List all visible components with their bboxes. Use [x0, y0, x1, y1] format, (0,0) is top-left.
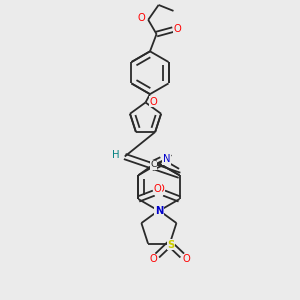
Text: H: H — [112, 150, 120, 160]
Text: O: O — [138, 13, 146, 23]
Text: O: O — [156, 184, 164, 194]
Text: O: O — [154, 184, 161, 194]
Text: C: C — [151, 160, 157, 169]
Text: O: O — [182, 254, 190, 264]
Text: N: N — [155, 206, 163, 216]
Text: O: O — [173, 24, 181, 34]
Text: O: O — [149, 254, 157, 264]
Text: O: O — [149, 97, 157, 107]
Text: N: N — [163, 154, 170, 164]
Text: S: S — [167, 240, 174, 250]
